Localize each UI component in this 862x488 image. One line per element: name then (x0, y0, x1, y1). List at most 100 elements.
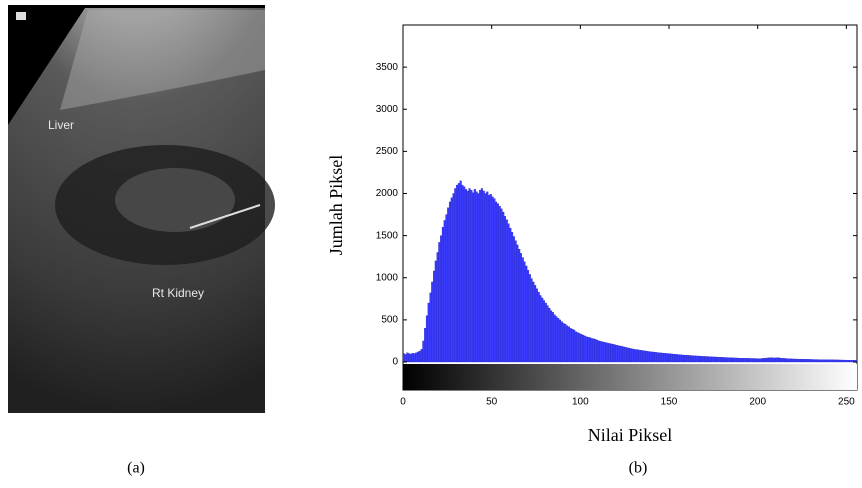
bar (421, 349, 423, 362)
bar (703, 356, 705, 362)
ultrasound-image: Liver Rt Kidney (8, 5, 275, 413)
bar (841, 360, 843, 362)
bar (740, 358, 742, 362)
bar (665, 353, 667, 362)
bar (446, 215, 448, 362)
bar (561, 322, 563, 362)
bar (807, 359, 809, 362)
bar (444, 220, 446, 362)
y-tick-label: 1000 (376, 272, 399, 283)
bar (744, 358, 746, 362)
bar (618, 346, 620, 362)
bar (800, 359, 802, 362)
bar (653, 352, 655, 362)
bar (497, 204, 499, 362)
bar (683, 355, 685, 362)
bar (724, 357, 726, 362)
bar (477, 194, 479, 363)
bar (559, 320, 561, 362)
bar (710, 357, 712, 362)
x-tick-label: 150 (661, 397, 678, 408)
bar (635, 350, 637, 362)
bar (504, 216, 506, 362)
bar (829, 360, 831, 362)
bar (616, 345, 618, 362)
bar (545, 303, 547, 362)
bar (811, 359, 813, 362)
bar (726, 358, 728, 362)
bar (485, 194, 487, 363)
bar (712, 357, 714, 362)
bar (765, 358, 767, 362)
bar (813, 359, 815, 362)
bar (458, 183, 460, 362)
bar (621, 346, 623, 362)
bar (770, 358, 772, 362)
bar (768, 358, 770, 362)
bar (648, 351, 650, 362)
bar (465, 189, 467, 362)
bar (483, 191, 485, 362)
y-tick-label: 3000 (376, 104, 399, 115)
bar (673, 354, 675, 362)
bar (556, 317, 558, 362)
bar (713, 357, 715, 362)
bar (669, 354, 671, 362)
bar (486, 192, 488, 362)
bar (834, 360, 836, 362)
bar (596, 340, 598, 362)
bar (414, 354, 416, 362)
bar (798, 359, 800, 362)
bar (736, 358, 738, 362)
bar (584, 336, 586, 362)
bar (405, 354, 407, 362)
bar (460, 181, 462, 362)
bar (454, 188, 456, 362)
bar (501, 209, 503, 362)
bar (681, 355, 683, 362)
bar (752, 358, 754, 362)
bar (791, 359, 793, 362)
bar (628, 348, 630, 362)
caption: (b) (629, 460, 648, 477)
bar (612, 344, 614, 362)
bar (462, 185, 464, 362)
bar (754, 359, 756, 362)
bar (804, 359, 806, 362)
bar (582, 335, 584, 362)
bar (552, 312, 554, 362)
bar (650, 352, 652, 362)
bar (795, 359, 797, 362)
figure: Liver Rt Kidney (a) 05001000150020002500… (0, 0, 862, 488)
bar (619, 346, 621, 362)
bar (761, 358, 763, 362)
bar (676, 354, 678, 362)
bar (518, 249, 520, 362)
y-tick-label: 2500 (376, 146, 399, 157)
bar (571, 329, 573, 362)
bar (758, 359, 760, 362)
bar (476, 192, 478, 362)
bar (438, 242, 440, 362)
bar (641, 350, 643, 362)
bar (733, 358, 735, 362)
y-tick-label: 1500 (376, 230, 399, 241)
bar (779, 358, 781, 362)
bar (802, 359, 804, 362)
bar (554, 315, 556, 362)
bar (456, 185, 458, 362)
bar (728, 358, 730, 362)
bar (610, 344, 612, 362)
bar (492, 197, 494, 362)
colorbar (403, 364, 857, 390)
bar (637, 350, 639, 362)
bar (678, 355, 680, 362)
y-axis-label: Jumlah Piksel (326, 155, 346, 256)
bar (532, 282, 534, 362)
bar (749, 358, 751, 362)
bar (775, 358, 777, 362)
bar (570, 328, 572, 362)
image-label: Liver (48, 118, 74, 132)
bar (667, 354, 669, 362)
bar (660, 353, 662, 362)
